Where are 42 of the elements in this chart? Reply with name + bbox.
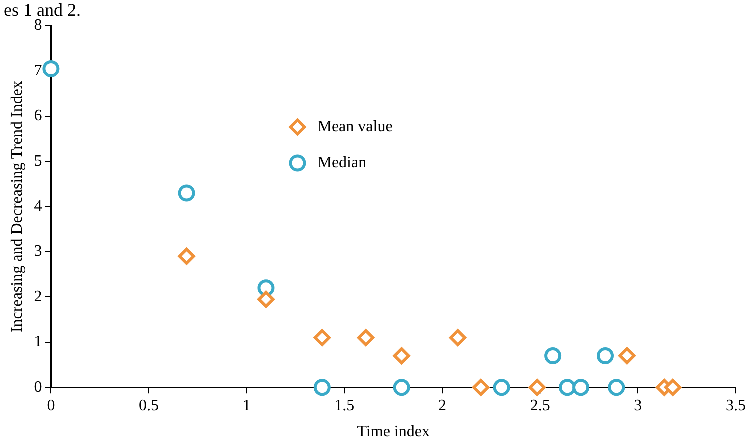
x-tick-label: 1 — [242, 397, 251, 414]
point — [572, 379, 590, 396]
x-tick-label: 2 — [438, 397, 447, 414]
point — [449, 329, 466, 346]
y-tick-label: 8 — [34, 17, 42, 34]
y-tick-label: 0 — [34, 378, 42, 396]
point — [608, 379, 626, 396]
point — [358, 329, 375, 346]
y-tick-label: 5 — [34, 152, 42, 170]
legend-label: Mean value — [318, 118, 393, 136]
point — [596, 347, 614, 364]
y-tick-label: 3 — [34, 243, 42, 260]
point — [493, 379, 510, 396]
x-tick-label: 1.5 — [334, 397, 355, 414]
x-axis-title: Time index — [357, 424, 430, 441]
point — [393, 379, 410, 396]
point — [393, 347, 410, 364]
point — [618, 347, 636, 364]
point — [42, 60, 60, 78]
text: es 1 and 2. — [4, 0, 81, 20]
y-tick-label: 4 — [34, 198, 42, 216]
point — [528, 379, 546, 396]
point — [544, 347, 562, 364]
y-tick-label: 7 — [34, 62, 42, 80]
y-tick-label: 1 — [34, 334, 42, 351]
point — [472, 379, 490, 396]
x-tick-label: 3 — [634, 397, 642, 414]
legend-label: Median — [318, 154, 367, 172]
point — [258, 290, 275, 308]
y-tick-label: 2 — [34, 288, 42, 306]
x-tick-label: 2.5 — [530, 397, 550, 414]
x-tick-label: 0 — [47, 397, 56, 414]
y-tick-label: 6 — [34, 108, 42, 125]
point — [178, 248, 196, 266]
point — [178, 184, 196, 202]
point — [314, 329, 331, 346]
y-axis-title: Increasing and Decreasing Trend Index — [8, 81, 26, 333]
point — [559, 379, 576, 396]
point — [314, 379, 331, 396]
x-tick-label: 3.5 — [726, 397, 746, 414]
point — [664, 379, 682, 396]
x-tick-label: 0.5 — [139, 397, 160, 414]
